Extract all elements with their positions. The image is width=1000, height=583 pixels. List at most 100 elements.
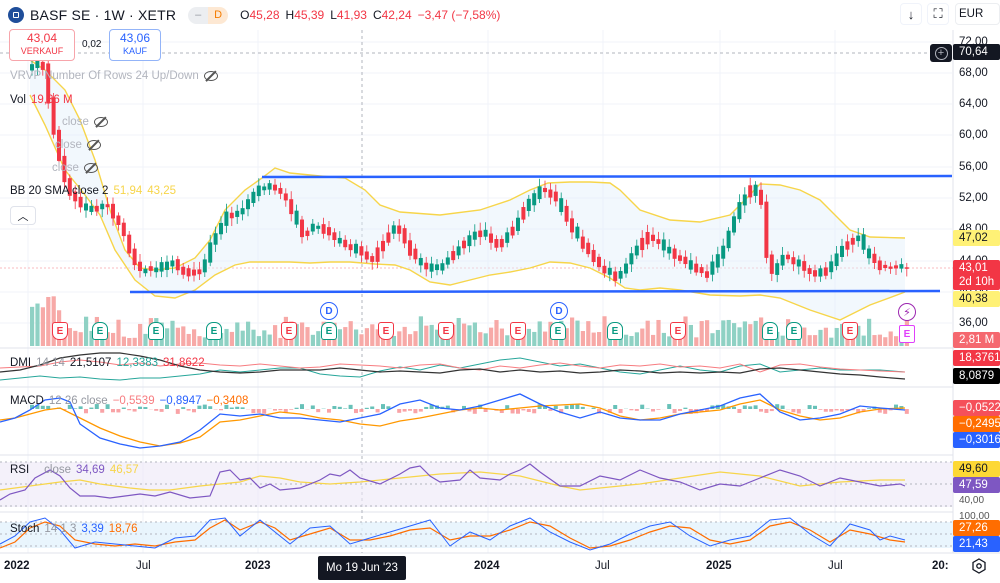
dmi-adx-tag: 8,0879 xyxy=(953,368,1000,384)
symbol-title[interactable]: BASF SE · 1W · XETR xyxy=(30,7,177,23)
market-status-pill[interactable]: – D xyxy=(188,6,229,24)
vol-label: Vol xyxy=(10,94,26,106)
earnings-badge[interactable]: E xyxy=(510,322,526,340)
earnings-badge[interactable]: E xyxy=(438,322,454,340)
stoch-params: 14 1 3 xyxy=(44,523,77,535)
hidden-eye-icon[interactable] xyxy=(93,117,108,127)
crosshair-date-tag: Mo 19 Jun '23 xyxy=(318,556,406,580)
dividend-badge[interactable]: D xyxy=(320,302,338,320)
dmi-minus-value: 31,8622 xyxy=(163,357,205,369)
macd-signal-value: −0,3408 xyxy=(206,395,249,407)
legend-volume[interactable]: Vol 19,36 M xyxy=(10,94,73,106)
time-label: Jul xyxy=(828,560,843,572)
dmi-minus-tag: 18,3761 xyxy=(953,350,1000,366)
hidden-eye-icon[interactable] xyxy=(83,163,98,173)
hidden-ind-2-label: close xyxy=(55,139,82,151)
chevron-up-icon: ︿ xyxy=(17,210,29,223)
macd-line-tag: −0,3016 xyxy=(953,432,1000,448)
stoch-k-value: 3,39 xyxy=(81,523,104,535)
rsi-tag: 47,59 xyxy=(953,477,1000,493)
time-label: 2025 xyxy=(706,560,732,572)
earnings-badge[interactable]: E xyxy=(321,322,337,340)
time-label: 20: xyxy=(932,560,949,572)
split-event-icon[interactable]: ⚡ xyxy=(898,303,916,321)
time-label: 2022 xyxy=(4,560,30,572)
stoch-d-value: 18,76 xyxy=(108,523,138,535)
stoch-tick: 100,00 xyxy=(959,511,990,522)
sell-button[interactable]: 43,04 VERKAUF xyxy=(9,29,75,61)
high-label: H xyxy=(285,8,295,22)
hidden-eye-icon[interactable] xyxy=(203,71,218,81)
exchange-logo-icon xyxy=(8,7,24,23)
hidden-ind-3-label: close xyxy=(52,162,79,174)
earnings-badge[interactable]: E xyxy=(92,322,108,340)
download-button[interactable]: ↓ xyxy=(900,3,922,25)
bb-lower-value: 43,25 xyxy=(147,185,177,197)
buy-button[interactable]: 43,06 KAUF xyxy=(109,29,161,61)
add-alert-button[interactable]: + xyxy=(930,44,952,62)
spread-value: 0,02 xyxy=(82,39,102,50)
sell-price: 43,04 xyxy=(26,31,58,45)
earnings-badge[interactable]: E xyxy=(842,322,858,340)
earnings-badge[interactable]: E xyxy=(670,322,686,340)
ohlc-values: O45,28 H45,39 L41,93 C42,24 −3,47 (−7,58… xyxy=(240,8,500,22)
earnings-badge[interactable]: E xyxy=(550,322,566,340)
upcoming-earnings-badge[interactable]: E xyxy=(899,325,915,343)
legend-vrvp[interactable]: VRVP Number Of Rows 24 Up/Down xyxy=(10,70,218,82)
legend-hidden-2[interactable]: close xyxy=(55,139,101,151)
legend-rsi[interactable]: RSI close 34,69 46,57 xyxy=(10,464,139,476)
legend-hidden-3[interactable]: close xyxy=(52,162,98,174)
earnings-badge[interactable]: E xyxy=(378,322,394,340)
change-value: −3,47 (−7,58%) xyxy=(417,8,501,22)
collapse-legend-button[interactable]: ︿ xyxy=(10,206,36,225)
price-tick: 60,00 xyxy=(959,129,988,141)
earnings-badge[interactable]: E xyxy=(206,322,222,340)
arrow-down-icon: ↓ xyxy=(907,6,915,22)
stoch-label: Stoch xyxy=(10,523,40,535)
fullscreen-icon: ⛶ xyxy=(933,6,943,21)
chart-settings-button[interactable] xyxy=(969,556,989,576)
earnings-badge[interactable]: E xyxy=(52,322,68,340)
high-value: 45,39 xyxy=(294,8,325,22)
time-label: Jul xyxy=(136,560,151,572)
rsi-ma-value: 46,57 xyxy=(109,464,139,476)
legend-macd[interactable]: MACD 12 26 close −0,5539 −0,8947 −0,3408 xyxy=(10,395,248,407)
bb-lower-tag: 40,38 xyxy=(953,291,1000,307)
legend-stoch[interactable]: Stoch 14 1 3 3,39 18,76 xyxy=(10,523,138,535)
price-tick: 52,00 xyxy=(959,192,988,204)
hidden-eye-icon[interactable] xyxy=(86,140,101,150)
stoch-k-tag: 21,43 xyxy=(953,536,1000,552)
buy-label: KAUF xyxy=(122,46,147,56)
dmi-adx-value: 21,5107 xyxy=(69,357,112,369)
dividend-badge[interactable]: D xyxy=(550,302,568,320)
bb-upper-tag: 47,02 xyxy=(953,230,1000,246)
legend-bollinger[interactable]: BB 20 SMA close 2 51,94 43,25 xyxy=(10,185,176,197)
legend-dmi[interactable]: DMI 14 14 21,5107 12,3383 31,8622 xyxy=(10,357,205,369)
rsi-params: close xyxy=(44,464,72,476)
open-value: 45,28 xyxy=(249,8,280,22)
rsi-tick: 40,00 xyxy=(959,495,985,506)
price-tick: 36,00 xyxy=(959,317,988,329)
earnings-badge[interactable]: E xyxy=(762,322,778,340)
legend-hidden-1[interactable]: close xyxy=(62,116,108,128)
time-label: Jul xyxy=(595,560,610,572)
fullscreen-button[interactable]: ⛶ xyxy=(927,3,949,25)
bb-upper-value: 51,94 xyxy=(113,185,143,197)
last-price: 43,01 xyxy=(959,262,988,274)
rsi-ma-tag: 49,60 xyxy=(953,461,1000,477)
plus-circle-icon: + xyxy=(934,46,948,60)
symbol-header: BASF SE · 1W · XETR – D O45,28 H45,39 L4… xyxy=(8,4,500,26)
currency-label: EUR xyxy=(959,8,984,20)
earnings-badge[interactable]: E xyxy=(281,322,297,340)
currency-select[interactable]: EUR xyxy=(955,3,1000,25)
stoch-d-tag: 27,26 xyxy=(953,520,1000,536)
vrvp-label: VRVP Number Of Rows 24 Up/Down xyxy=(10,70,199,82)
earnings-badge[interactable]: E xyxy=(148,322,164,340)
macd-line-value: −0,8947 xyxy=(159,395,202,407)
open-label: O xyxy=(240,8,250,22)
earnings-badge[interactable]: E xyxy=(786,322,802,340)
macd-hist-value: −0,5539 xyxy=(112,395,155,407)
earnings-badge[interactable]: E xyxy=(607,322,623,340)
dmi-params: 14 14 xyxy=(36,357,65,369)
